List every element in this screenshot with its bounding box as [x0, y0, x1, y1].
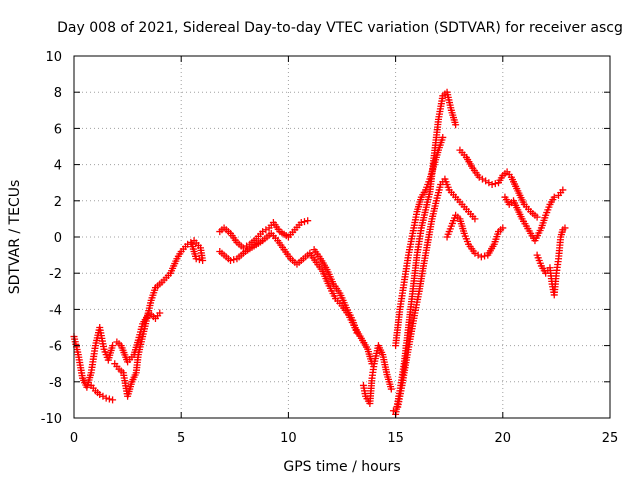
y-tick-label: 8 — [54, 86, 62, 101]
data-point — [499, 224, 507, 232]
series-track-k — [394, 175, 479, 411]
series-track-o — [533, 224, 569, 299]
y-tick-label: -6 — [49, 340, 62, 355]
y-tick-label: -8 — [49, 376, 62, 391]
data-point — [156, 309, 164, 317]
data-point-interp — [481, 252, 489, 260]
data-point — [477, 253, 485, 261]
chart-title: Day 008 of 2021, Sidereal Day-to-day VTE… — [57, 20, 623, 36]
x-axis-label: GPS time / hours — [283, 459, 400, 475]
series-track-m — [456, 146, 541, 221]
grid — [73, 55, 611, 419]
data-point — [199, 257, 207, 265]
data-point — [109, 396, 117, 404]
series-track-c — [111, 237, 207, 400]
y-tick-label: -10 — [41, 412, 62, 427]
x-tick-label: 25 — [602, 431, 619, 446]
series-track-d — [113, 309, 164, 366]
data-point — [533, 213, 541, 221]
data-point — [561, 224, 569, 232]
data-point — [227, 257, 235, 265]
x-tick-label: 5 — [177, 431, 185, 446]
y-tick-label: 4 — [54, 159, 62, 174]
y-tick-label: 2 — [54, 195, 62, 210]
series-track-j — [392, 133, 447, 350]
data-point-interp — [195, 256, 203, 264]
data-point — [102, 394, 110, 402]
series-track-g — [310, 246, 361, 337]
data-point — [488, 181, 496, 189]
data-markers — [70, 88, 569, 418]
series-track-a — [70, 324, 117, 391]
x-tick-label: 20 — [495, 431, 512, 446]
data-point — [109, 342, 117, 350]
y-tick-label: 0 — [54, 231, 62, 246]
series-track-b — [87, 381, 117, 404]
series-track-e — [216, 217, 312, 252]
data-point — [550, 193, 558, 201]
data-point — [297, 219, 305, 227]
data-point-interp — [491, 180, 499, 188]
data-point — [452, 121, 460, 129]
data-point-interp — [230, 256, 238, 264]
series-track-f — [216, 229, 376, 368]
data-point — [353, 329, 361, 337]
data-point — [304, 217, 312, 225]
series-track-n — [501, 186, 567, 245]
data-point-interp — [300, 218, 308, 226]
x-tick-label: 0 — [70, 431, 78, 446]
y-tick-label: 10 — [45, 50, 62, 65]
x-tick-label: 15 — [387, 431, 404, 446]
y-tick-label: -4 — [49, 303, 62, 318]
axis-ticks: 0 5 10 15 20 25 -10 -8 -6 -4 -2 0 2 4 6 8 10 — [41, 50, 619, 446]
data-point — [387, 385, 395, 393]
x-tick-label: 10 — [280, 431, 297, 446]
data-point — [188, 240, 196, 248]
y-axis-label: SDTVAR / TECUs — [7, 180, 23, 295]
data-point — [439, 133, 447, 141]
y-tick-label: 6 — [54, 122, 62, 137]
data-point-interp — [105, 395, 113, 403]
data-point — [559, 186, 567, 194]
series-track-h — [359, 342, 395, 408]
series-track-l — [443, 211, 507, 261]
series-track-i — [389, 88, 460, 418]
y-tick-label: -2 — [49, 267, 62, 282]
data-point — [471, 215, 479, 223]
